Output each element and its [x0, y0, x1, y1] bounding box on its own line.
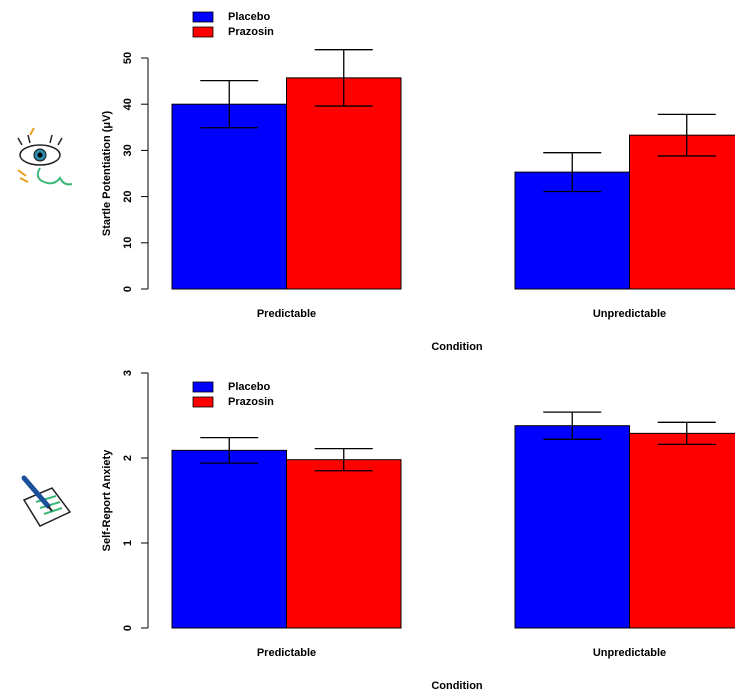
y-tick-label: 1 [122, 540, 134, 546]
bar [630, 433, 735, 628]
bar [172, 450, 287, 628]
clipboard-icon [24, 478, 70, 526]
y-tick-label: 10 [122, 237, 134, 249]
eye-icon [18, 128, 72, 184]
bar [287, 78, 402, 289]
bar [172, 104, 287, 289]
y-tick-label: 3 [122, 370, 134, 376]
legend-swatch [193, 382, 213, 392]
legend-swatch [193, 397, 213, 407]
bar [287, 460, 402, 628]
legend-swatch [193, 12, 213, 22]
y-tick-label: 0 [122, 625, 134, 631]
legend-swatch [193, 27, 213, 37]
y-tick-label: 20 [122, 190, 134, 202]
y-tick-label: 30 [122, 144, 134, 156]
bar [515, 426, 630, 628]
figure: 01020304050Startle Potentiation (μV)Pred… [0, 0, 735, 691]
x-axis-title: Condition [431, 680, 483, 691]
legend-label: Placebo [228, 11, 270, 23]
y-tick-label: 40 [122, 98, 134, 110]
x-tick-label: Unpredictable [593, 308, 666, 320]
y-tick-label: 50 [122, 52, 134, 64]
x-axis-title: Condition [431, 341, 483, 353]
x-tick-label: Unpredictable [593, 647, 666, 659]
y-axis-title: Startle Potentiation (μV) [101, 111, 113, 237]
x-tick-label: Predictable [257, 308, 316, 320]
bar [630, 135, 735, 289]
legend-label: Prazosin [228, 26, 274, 38]
y-axis-title: Self-Report Anxiety [101, 449, 113, 552]
y-tick-label: 2 [122, 455, 134, 461]
x-tick-label: Predictable [257, 647, 316, 659]
legend-label: Placebo [228, 381, 270, 393]
legend-label: Prazosin [228, 396, 274, 408]
y-tick-label: 0 [122, 286, 134, 292]
